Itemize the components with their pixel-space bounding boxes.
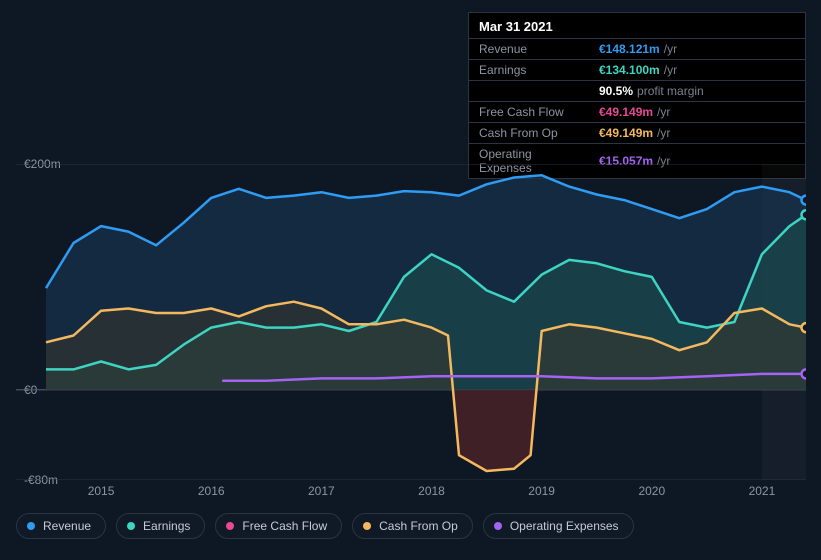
tooltip-value: €49.149m/yr (589, 102, 805, 123)
chart-legend: Revenue Earnings Free Cash Flow Cash From O… (16, 513, 634, 539)
x-axis-label: 2018 (418, 484, 445, 498)
tooltip-value: 90.5%profit margin (589, 81, 805, 102)
legend-dot (226, 522, 234, 530)
legend-dot (127, 522, 135, 530)
legend-item[interactable]: Cash From Op (352, 513, 473, 539)
financials-chart (16, 164, 806, 480)
legend-item[interactable]: Revenue (16, 513, 106, 539)
legend-label: Free Cash Flow (242, 519, 327, 533)
legend-item[interactable]: Free Cash Flow (215, 513, 342, 539)
tooltip-label: Cash From Op (469, 123, 589, 144)
x-axis-label: 2016 (198, 484, 225, 498)
legend-dot (363, 522, 371, 530)
tooltip-date: Mar 31 2021 (469, 13, 805, 38)
legend-label: Revenue (43, 519, 91, 533)
tooltip-label: Free Cash Flow (469, 102, 589, 123)
tooltip-table: Revenue€148.121m/yrEarnings€134.100m/yr9… (469, 38, 805, 178)
legend-item[interactable]: Operating Expenses (483, 513, 634, 539)
tooltip-value: €134.100m/yr (589, 60, 805, 81)
chart-tooltip: Mar 31 2021 Revenue€148.121m/yrEarnings€… (468, 12, 806, 179)
x-axis-label: 2020 (638, 484, 665, 498)
x-axis-label: 2021 (749, 484, 776, 498)
x-axis-label: 2019 (528, 484, 555, 498)
x-axis-label: 2015 (88, 484, 115, 498)
legend-item[interactable]: Earnings (116, 513, 205, 539)
legend-dot (27, 522, 35, 530)
tooltip-value: €49.149m/yr (589, 123, 805, 144)
legend-label: Cash From Op (379, 519, 458, 533)
legend-label: Earnings (143, 519, 190, 533)
tooltip-value: €148.121m/yr (589, 39, 805, 60)
x-axis-label: 2017 (308, 484, 335, 498)
legend-dot (494, 522, 502, 530)
tooltip-label (469, 81, 589, 102)
tooltip-label: Earnings (469, 60, 589, 81)
tooltip-label: Revenue (469, 39, 589, 60)
legend-label: Operating Expenses (510, 519, 619, 533)
